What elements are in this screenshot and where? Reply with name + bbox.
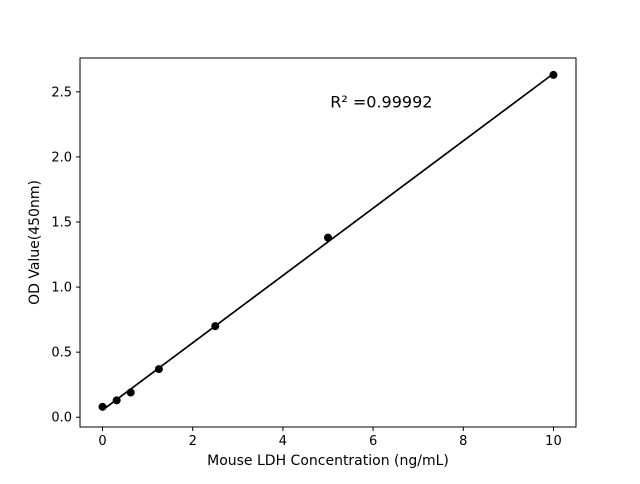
y-tick-label: 2.5	[51, 85, 72, 100]
y-tick-label: 2.0	[51, 150, 72, 165]
x-tick-label: 2	[189, 434, 197, 449]
x-tick-label: 6	[369, 434, 377, 449]
data-point	[154, 365, 163, 374]
y-axis-label: OD Value(450nm)	[27, 180, 43, 305]
data-points	[98, 70, 558, 411]
data-point	[211, 322, 220, 331]
r-squared-annotation: R² =0.99992	[330, 92, 432, 111]
x-tick-label: 8	[459, 434, 467, 449]
data-point	[126, 388, 135, 397]
y-tick-label: 0.0	[51, 411, 72, 426]
y-tick-label: 0.5	[51, 346, 72, 361]
x-axis-ticks: 0 2 4 6 8 10	[98, 427, 562, 449]
x-axis-label: Mouse LDH Concentration (ng/mL)	[207, 453, 449, 469]
data-point	[549, 70, 558, 79]
x-tick-label: 0	[98, 434, 106, 449]
x-tick-label: 4	[279, 434, 287, 449]
data-point	[112, 396, 121, 405]
y-axis-ticks: 0.0 0.5 1.0 1.5 2.0 2.5	[51, 85, 80, 426]
data-point	[98, 402, 107, 411]
data-point	[324, 233, 332, 242]
axes-box	[79, 57, 577, 428]
y-tick-label: 1.0	[51, 281, 72, 296]
regression-line	[102, 72, 554, 411]
y-tick-label: 1.5	[51, 216, 72, 231]
x-tick-label: 10	[545, 434, 562, 449]
